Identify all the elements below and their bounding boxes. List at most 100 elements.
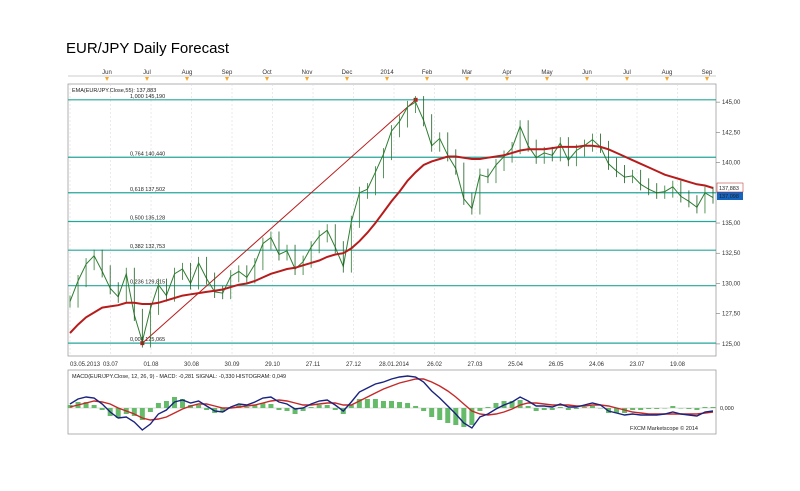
month-tick-label: 2014	[380, 70, 394, 76]
month-tick-label: Oct	[262, 70, 272, 76]
month-tick-label: Apr	[502, 70, 511, 76]
ema-indicator-label: EMA(EUR/JPY.Close,55): 137,883	[72, 88, 156, 94]
date-tick-label: 27.12	[346, 362, 362, 368]
y-tick-label: 125,00	[722, 342, 741, 348]
y-tick-label: 142,50	[722, 130, 741, 136]
fibonacci-label: 0,000 125,065	[130, 337, 165, 343]
ema-value-label: 137,883	[719, 186, 739, 192]
macd-histogram-bar	[437, 408, 443, 420]
date-tick-label: 26.02	[427, 362, 443, 368]
macd-histogram-bar	[244, 407, 250, 408]
fibonacci-levels	[68, 99, 716, 344]
macd-histogram-bar	[429, 408, 435, 417]
month-marker	[265, 77, 269, 81]
month-marker	[345, 77, 349, 81]
month-marker	[625, 77, 629, 81]
y-tick-label: 130,00	[722, 281, 741, 287]
y-tick-label: 135,00	[722, 221, 741, 227]
last-price-box	[717, 191, 743, 200]
ema-value-box	[716, 182, 744, 193]
macd-histogram-bar	[670, 406, 676, 408]
date-tick-label: 29.10	[265, 362, 281, 368]
month-tick-label: Jul	[143, 70, 151, 76]
macd-histogram-bar	[533, 408, 539, 411]
macd-histogram-bar	[509, 401, 515, 408]
date-tick-label: 03.05.2013	[70, 362, 101, 368]
macd-histogram-bar	[276, 408, 282, 410]
month-tick-label: Aug	[182, 70, 193, 76]
macd-histogram-bar	[364, 399, 370, 408]
macd-histogram-bar	[380, 401, 386, 408]
macd-histogram-bar	[324, 405, 330, 408]
month-marker	[705, 77, 709, 81]
footer-credit: FXCM Marketscope © 2014	[630, 425, 698, 432]
month-marker	[505, 77, 509, 81]
top-month-axis: Jun Jul Aug Sep Oct Nov Dec 2014 Feb Mar Apr May Jun…	[102, 70, 713, 81]
macd-histogram-bar	[654, 408, 660, 409]
macd-histogram-bar	[300, 408, 306, 411]
month-tick-label: Jul	[623, 70, 631, 76]
y-tick-label: 140,00	[722, 161, 741, 167]
macd-histogram-bar	[557, 407, 563, 408]
macd-histogram-bar	[389, 401, 394, 408]
macd-histogram-bar	[614, 408, 620, 413]
macd-histogram-bar	[638, 408, 644, 410]
date-tick-label: 03.07	[103, 362, 119, 368]
macd-histogram-bar	[91, 405, 97, 408]
macd-histogram-bar	[469, 408, 475, 425]
month-marker	[185, 77, 189, 81]
macd-series	[69, 375, 714, 431]
month-marker	[225, 77, 229, 81]
vertical-gridlines	[69, 84, 678, 356]
date-tick-label: 01.08	[143, 362, 159, 368]
macd-histogram-bar	[348, 405, 354, 408]
fibonacci-label: 0,382 132,753	[130, 244, 165, 250]
bottom-date-axis: 03.05.2013 03.07 01.08 30.08 30.09 29.10 27.11…	[70, 362, 686, 368]
macd-histogram-bar	[332, 408, 338, 410]
macd-histogram-bar	[477, 408, 483, 411]
month-marker	[545, 77, 549, 81]
y-tick-label: 132,50	[722, 251, 741, 257]
month-tick-label: Sep	[702, 70, 713, 76]
macd-histogram-bar	[83, 402, 89, 408]
month-marker	[145, 77, 149, 81]
date-tick-label: 27.11	[306, 362, 321, 368]
fibonacci-label: 0,764 140,440	[130, 151, 165, 157]
macd-histogram-bar	[525, 406, 531, 408]
macd-histogram-bar	[155, 403, 161, 408]
macd-histogram-bar	[356, 399, 362, 408]
macd-zero-label: 0,000	[720, 406, 734, 412]
month-marker	[465, 77, 469, 81]
macd-histogram-bar	[284, 408, 290, 411]
macd-histogram-bar	[115, 408, 121, 418]
macd-histogram-bar	[196, 405, 202, 408]
macd-signal-series	[69, 378, 714, 421]
month-tick-label: Mar	[462, 70, 472, 76]
date-tick-label: 27.03	[467, 362, 483, 368]
macd-histogram-bar	[630, 408, 636, 410]
trend-line	[142, 99, 416, 344]
macd-histogram-bar	[453, 408, 459, 425]
date-tick-label: 28.01.2014	[379, 362, 410, 368]
macd-histogram-bar	[421, 408, 427, 411]
macd-histogram-bar	[308, 407, 314, 408]
macd-histogram-bar	[646, 408, 652, 409]
month-tick-label: Jun	[582, 70, 592, 76]
y-tick-label: 127,50	[722, 312, 741, 318]
month-marker	[305, 77, 309, 81]
macd-histogram-bar	[139, 408, 145, 420]
month-tick-label: Jun	[102, 70, 112, 76]
macd-histogram-bar	[517, 400, 523, 408]
month-marker	[585, 77, 589, 81]
macd-histogram-bar	[686, 408, 692, 409]
date-tick-label: 23.07	[629, 362, 645, 368]
macd-histogram-bar	[702, 407, 708, 408]
macd-histogram-bar	[99, 408, 105, 410]
macd-histogram-bar	[372, 399, 378, 408]
fibonacci-labels: 1,000 145,190 0,764 140,440 0,618 137,502 0…	[130, 94, 165, 343]
month-marker	[665, 77, 669, 81]
fibonacci-label: 0,500 135,128	[130, 215, 165, 221]
macd-histogram-bar	[541, 408, 547, 410]
fibonacci-label: 0,618 137,502	[130, 187, 165, 193]
